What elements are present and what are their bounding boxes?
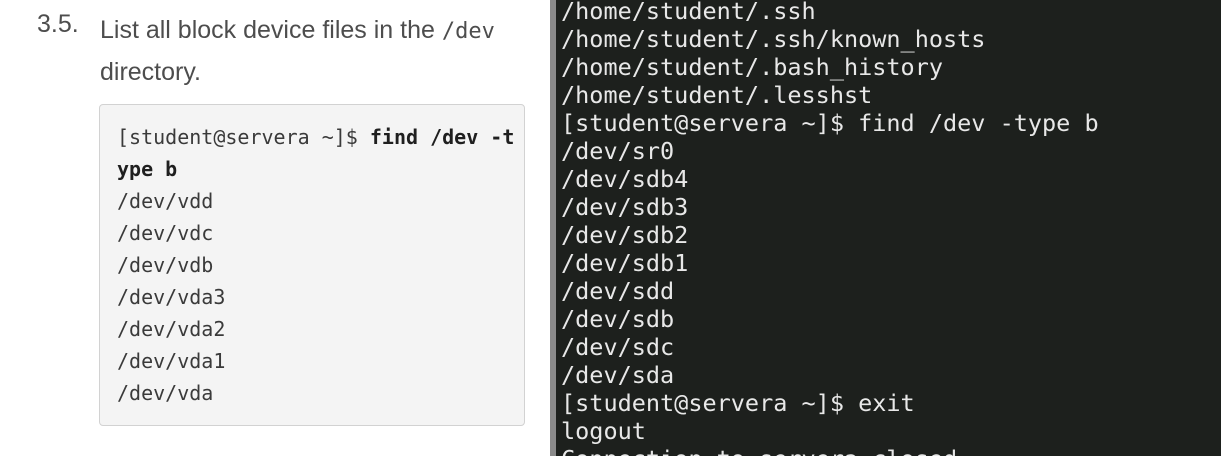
terminal-output: /home/student/.ssh /home/student/.ssh/kn… — [561, 0, 1099, 456]
inline-code: /dev — [441, 19, 495, 44]
panel-divider[interactable] — [550, 0, 556, 456]
code-output: /dev/vdd /dev/vdc /dev/vdb /dev/vda3 /de… — [117, 189, 226, 405]
step-text-part: List all block device files in the — [100, 16, 442, 44]
step-text-part: directory. — [100, 58, 201, 86]
terminal-window[interactable]: /home/student/.ssh /home/student/.ssh/kn… — [556, 0, 1221, 456]
code-command: find /dev -type b — [117, 125, 515, 181]
code-block: [student@servera ~]$ find /dev -type b /… — [99, 104, 525, 426]
code-content: [student@servera ~]$ find /dev -type b /… — [108, 113, 516, 409]
step-number: 3.5. — [37, 10, 79, 38]
instructions-panel: 3.5. List all block device files in the … — [0, 0, 550, 456]
code-prompt: [student@servera ~]$ — [117, 125, 370, 149]
step-text: List all block device files in the /dev … — [100, 10, 520, 92]
